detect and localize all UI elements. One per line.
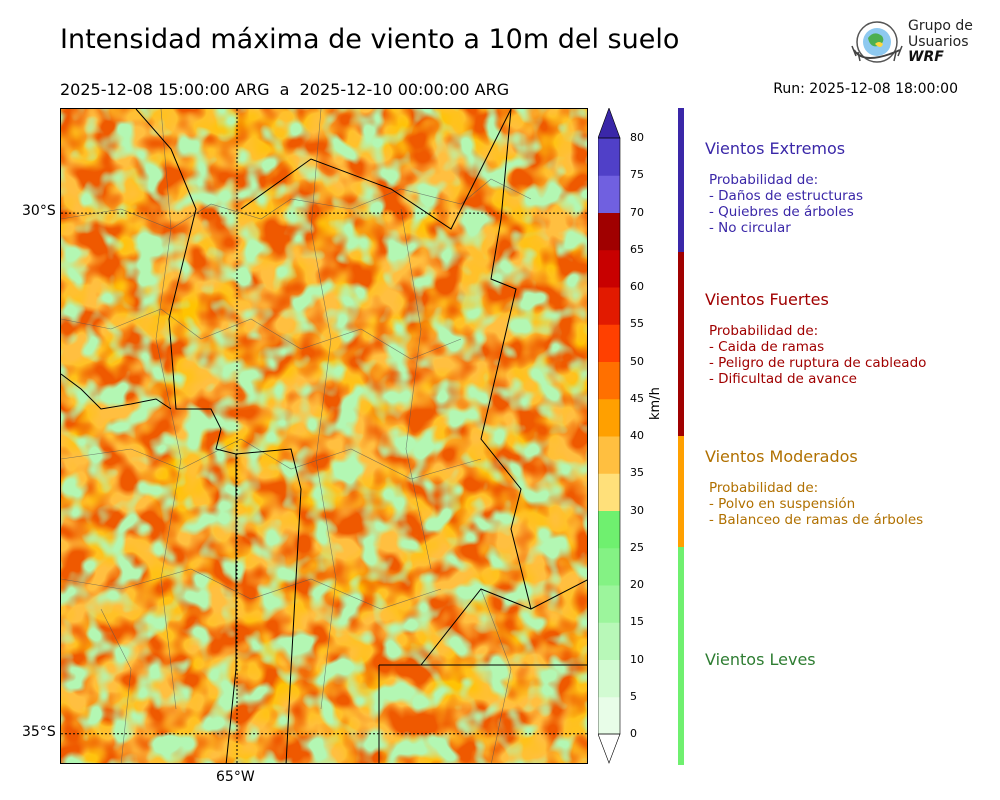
category-description-line: Probabilidad de: [709,172,819,188]
colorbar-segment [598,324,620,362]
field-light [61,109,587,763]
category-description-line: - Balanceo de ramas de árboles [709,512,924,528]
colorbar-tick-label: 35 [630,466,644,480]
colorbar-tick-label: 65 [630,242,644,256]
category-title: Vientos Fuertes [705,290,829,309]
colorbar-tick-label: 45 [630,391,644,405]
colorbar-segment [598,249,620,288]
logo-text-2: Usuarios [908,34,969,50]
colorbar-tick-label: 60 [630,280,644,293]
colorbar-segment [598,622,620,660]
colorbar-tick-label: 0 [630,727,637,740]
colorbar-tick-label: 75 [630,168,644,182]
colorbar-tick-label: 15 [630,615,644,629]
lon-label-65w: 65°W [216,769,255,785]
colorbar-tick-label: 55 [630,317,644,331]
category-bar [678,547,684,765]
category-bar [678,108,684,252]
colorbar-segment [598,659,620,698]
run-timestamp: Run: 2025-12-08 18:00:00 [773,81,958,97]
category-bar [678,252,684,436]
colorbar-segment [598,547,620,586]
category-title: Vientos Leves [705,650,816,669]
colorbar-segment [598,361,620,400]
colorbar-segment [598,212,620,251]
colorbar [598,108,621,764]
colorbar-unit: km/h [648,387,663,420]
map-title: Intensidad máxima de viento a 10m del su… [60,24,680,55]
category-title: Vientos Extremos [705,139,846,158]
category-description-line: - Daños de estructuras [709,188,864,204]
colorbar-segment [598,436,620,474]
colorbar-tick-label: 20 [630,578,644,591]
category-description-line: Probabilidad de: [709,480,819,496]
colorbar-tick-label: 30 [630,503,644,517]
colorbar-tick-label: 5 [630,689,637,703]
wind-intensity-field [61,109,587,763]
colorbar-segment [598,473,620,511]
logo-text-3: WRF [908,49,944,65]
lat-label-30s: 30°S [22,203,56,220]
province-borders [61,109,587,763]
colorbar-tick-label: 70 [630,205,644,219]
colorbar-segment [598,398,620,437]
category-description-line: - Quiebres de árboles [709,204,854,220]
category-bar [678,436,684,547]
lat-label-35s: 35°S [22,723,56,740]
colorbar-segment [598,138,620,176]
colorbar-segment [598,696,620,735]
category-description-line: - Caida de ramas [709,339,825,355]
wrf-logo: Grupo de Usuarios WRF [848,16,974,74]
logo-globe-icon [851,21,903,63]
colorbar-tick-label: 50 [630,354,644,368]
forecast-period: 2025-12-08 15:00:00 ARG a 2025-12-10 00:… [60,80,510,99]
colorbar-segment [598,585,620,623]
department-boundaries [61,109,532,763]
category-description-line: - Dificultad de avance [709,371,857,387]
category-description-line: - No circular [709,220,791,236]
colorbar-frame [598,137,621,735]
colorbar-segment [598,510,620,549]
colorbar-tick-label: 25 [630,540,644,554]
colorbar-segment [598,175,620,213]
category-title: Vientos Moderados [705,447,858,466]
logo-text-1: Grupo de [908,18,973,34]
colorbar-tick-label: 10 [630,652,644,666]
colorbar-max-extension [598,108,621,139]
wind-map [60,108,588,764]
colorbar-min-extension [598,733,621,764]
colorbar-tick-label: 40 [630,429,644,442]
graticule [61,109,587,763]
colorbar-tick-label: 80 [630,131,644,144]
category-description-line: - Polvo en suspensión [709,496,856,512]
colorbar-segment [598,287,620,325]
category-description-line: Probabilidad de: [709,323,819,339]
category-description-line: - Peligro de ruptura de cableado [709,355,927,371]
